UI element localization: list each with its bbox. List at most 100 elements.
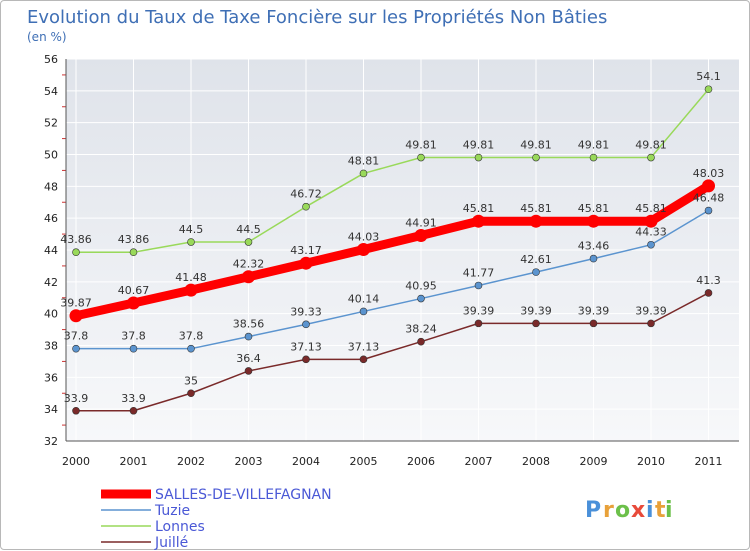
data-label: 39.33 [290, 305, 322, 318]
logo-letter: P [585, 498, 601, 523]
data-point [127, 296, 140, 310]
data-point [647, 153, 655, 162]
data-label: 42.61 [520, 253, 552, 266]
data-label: 49.81 [520, 139, 552, 152]
data-point [644, 214, 658, 228]
data-point [72, 248, 80, 257]
data-point [357, 243, 370, 257]
y-tick-label: 34 [44, 403, 58, 416]
data-point [589, 153, 598, 162]
data-label: 33.9 [121, 392, 146, 405]
x-tick-label: 2002 [177, 455, 205, 468]
y-unit-label: (en %) [27, 30, 67, 44]
logo-letter: i [646, 498, 654, 523]
data-point [69, 309, 83, 323]
y-tick-label: 36 [44, 371, 58, 384]
x-tick-label: 2005 [350, 455, 378, 468]
data-point [187, 389, 195, 398]
data-point [129, 406, 138, 415]
data-point [359, 307, 368, 316]
data-point [184, 283, 198, 297]
data-label: 44.03 [348, 231, 380, 244]
data-label: 38.24 [405, 323, 437, 336]
y-tick-label: 38 [44, 340, 58, 353]
logo-letter: x [631, 498, 645, 523]
data-point [187, 238, 195, 246]
data-point [302, 202, 310, 211]
data-point [704, 85, 713, 94]
data-label: 48.81 [348, 154, 380, 167]
data-point [587, 214, 600, 228]
data-label: 41.48 [175, 271, 207, 284]
y-tick-label: 32 [44, 435, 58, 448]
x-tick-label: 2004 [292, 455, 320, 468]
data-label: 42.32 [233, 258, 265, 271]
x-tick-label: 2007 [465, 455, 493, 468]
data-point [187, 344, 195, 353]
data-label: 43.86 [118, 233, 150, 246]
data-point [474, 281, 483, 290]
logo-letter: t [655, 498, 666, 523]
y-tick-label: 46 [44, 212, 58, 225]
data-point [417, 153, 425, 162]
data-point [244, 332, 253, 341]
series-line-SALLES-DE-VILLEFAGNAN [75, 182, 711, 321]
x-tick-label: 2011 [695, 455, 723, 468]
data-label: 40.95 [405, 280, 437, 293]
data-point [417, 337, 425, 346]
data-point [474, 319, 483, 328]
data-point [359, 169, 368, 178]
x-tick-label: 2008 [522, 455, 550, 468]
x-tick-label: 2010 [637, 455, 665, 468]
series-line-Juillé [76, 292, 709, 412]
data-label: 45.81 [520, 202, 552, 215]
data-label: 46.72 [290, 188, 322, 201]
data-label: 41.77 [463, 266, 495, 279]
data-label: 49.81 [578, 139, 610, 152]
legend-label: SALLES-DE-VILLEFAGNAN [155, 487, 332, 503]
data-label: 44.5 [179, 223, 204, 236]
data-label: 40.67 [118, 284, 150, 297]
data-point [589, 254, 598, 263]
legend-label: Juillé [154, 535, 188, 551]
logo-letter: r [603, 498, 614, 523]
series-layer [69, 85, 715, 415]
chart-title: Evolution du Taux de Taxe Foncière sur l… [27, 7, 607, 28]
data-label: 44.33 [635, 226, 667, 239]
x-tick-label: 2001 [120, 455, 148, 468]
data-point [359, 355, 368, 364]
data-label: 37.13 [348, 340, 380, 353]
data-point [72, 344, 80, 353]
data-point [532, 153, 540, 162]
data-label: 49.81 [405, 139, 437, 152]
data-label: 39.87 [60, 297, 92, 310]
data-label: 43.46 [578, 240, 610, 253]
y-tick-label: 52 [44, 117, 58, 130]
legend-label: Lonnes [155, 519, 205, 535]
data-point [647, 240, 655, 249]
data-point [302, 355, 310, 364]
y-tick-label: 42 [44, 276, 58, 289]
x-tick-label: 2009 [580, 455, 608, 468]
legend-label: Tuzie [154, 503, 190, 519]
data-label: 37.13 [290, 340, 322, 353]
y-tick-label: 48 [44, 180, 58, 193]
data-point [242, 270, 255, 284]
data-label: 36.4 [236, 352, 261, 365]
data-label: 43.17 [290, 244, 322, 257]
data-point [647, 319, 655, 328]
data-point [299, 256, 313, 270]
y-tick-label: 40 [44, 308, 58, 321]
data-point [244, 367, 253, 375]
data-label-layer: 33.9 33.9 35 36.4 37.13 37.13 38.24 39.39 39.39 3… [60, 70, 724, 405]
x-tick-label: 2003 [235, 455, 263, 468]
data-label: 49.81 [463, 139, 495, 152]
x-tick-label: 2000 [62, 455, 90, 468]
data-label: 46.48 [693, 192, 725, 205]
data-label: 54.1 [696, 70, 721, 83]
data-label: 35 [184, 374, 198, 387]
data-point [529, 214, 543, 228]
